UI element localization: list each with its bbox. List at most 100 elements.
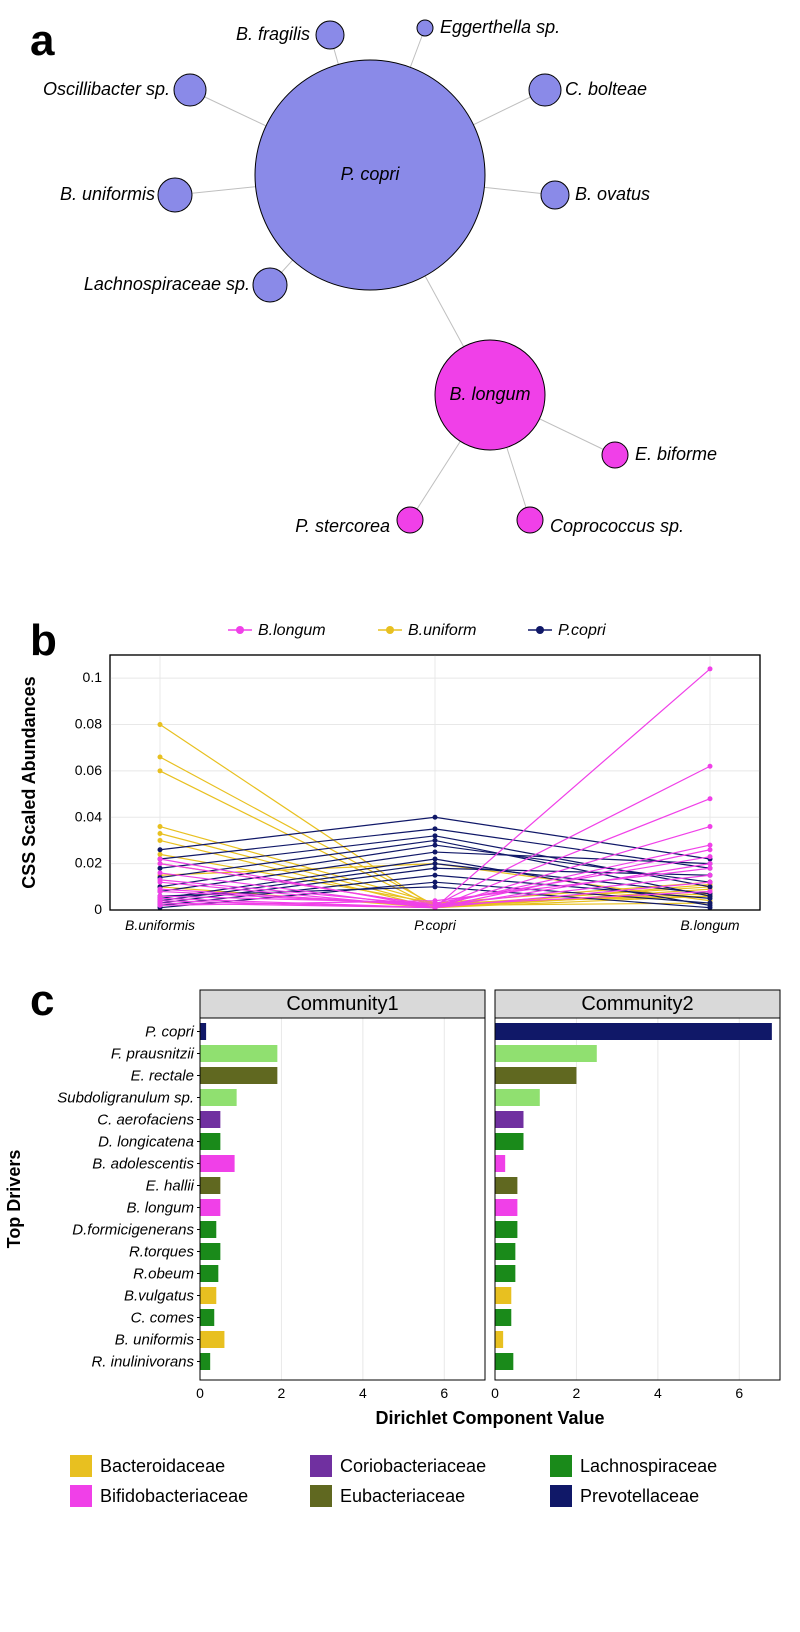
x-tick-c: 6 [735,1385,743,1401]
driver-bar [200,1309,214,1326]
driver-label: P. copri [145,1024,195,1041]
driver-bar [495,1177,517,1194]
driver-bar [200,1221,216,1238]
driver-bar [495,1199,517,1216]
panel-label-b: b [30,616,57,665]
driver-label: C. aerofaciens [97,1112,194,1129]
series-point [433,884,438,889]
driver-bar [200,1265,218,1282]
series-point [708,896,713,901]
series-point [433,833,438,838]
node-label: Lachnospiraceae sp. [84,274,250,294]
node-label: C. bolteae [565,79,647,99]
driver-bar [200,1243,220,1260]
series-point [708,866,713,871]
driver-bar [200,1353,210,1370]
x-tick-c: 2 [573,1385,581,1401]
network-node [529,74,561,106]
series-point [708,873,713,878]
legend-text: B.longum [258,622,326,639]
legend-family-label: Bacteroidaceae [100,1456,225,1476]
node-label: B. uniformis [60,184,155,204]
legend-family-label: Coriobacteriaceae [340,1456,486,1476]
series-point [433,903,438,908]
series-point [433,898,438,903]
node-label: B. fragilis [236,24,310,44]
series-point [708,854,713,859]
driver-bar [495,1287,511,1304]
x-tick-c: 2 [278,1385,286,1401]
y-axis-label: CSS Scaled Abundances [19,676,39,888]
panel-label-a: a [30,16,55,65]
x-tick: B.uniformis [125,917,195,933]
driver-label: R.torques [129,1244,195,1261]
network-node [253,268,287,302]
driver-bar [200,1089,237,1106]
driver-bar [200,1111,220,1128]
legend-swatch [70,1485,92,1507]
legend-text: P.copri [558,622,606,639]
series-point [433,857,438,862]
legend-swatch [310,1485,332,1507]
x-axis-label-c: Dirichlet Component Value [375,1408,604,1428]
series-point [708,847,713,852]
driver-label: D.formicigenerans [72,1222,194,1239]
driver-bar [200,1133,220,1150]
panel-label-c: c [30,976,54,1025]
series-point [433,880,438,885]
network-node [316,21,344,49]
driver-bar [495,1089,540,1106]
driver-bar [495,1045,597,1062]
y-tick: 0.02 [75,855,102,871]
driver-bar [495,1265,515,1282]
driver-label: E. hallii [146,1178,195,1195]
series-point [433,826,438,831]
x-tick-c: 0 [196,1385,204,1401]
driver-label: Subdoligranulum sp. [57,1090,194,1107]
driver-label: F. prausnitzii [111,1046,195,1063]
series-point [158,824,163,829]
series-point [708,884,713,889]
series-point [708,843,713,848]
y-tick: 0.04 [75,808,102,824]
driver-bar [495,1155,505,1172]
series-point [708,889,713,894]
x-tick-c: 4 [359,1385,367,1401]
series-point [158,852,163,857]
y-tick: 0.08 [75,716,102,732]
driver-bar [200,1287,216,1304]
x-tick-c: 4 [654,1385,662,1401]
series-point [433,815,438,820]
series-point [433,861,438,866]
series-point [158,887,163,892]
legend-family-label: Prevotellaceae [580,1486,699,1506]
legend-swatch [310,1455,332,1477]
network-node [541,181,569,209]
driver-label: B. longum [126,1200,194,1217]
legend-swatch [70,1455,92,1477]
facet-header: Community1 [286,993,398,1015]
series-point [708,824,713,829]
legend-family-label: Bifidobacteriaceae [100,1486,248,1506]
driver-label: B. uniformis [115,1332,195,1349]
series-point [708,861,713,866]
driver-bar [495,1221,517,1238]
driver-bar [495,1331,503,1348]
node-label: Eggerthella sp. [440,17,560,37]
series-point [158,903,163,908]
legend-family-label: Eubacteriaceae [340,1486,465,1506]
series-point [158,866,163,871]
series-point [158,847,163,852]
series-point [708,901,713,906]
series-point [158,861,163,866]
driver-label: B.vulgatus [124,1288,195,1305]
series-point [158,857,163,862]
facet-header: Community2 [581,993,693,1015]
y-tick: 0.06 [75,762,102,778]
y-tick: 0.1 [83,669,103,685]
driver-bar [200,1155,235,1172]
node-label: Oscillibacter sp. [43,79,170,99]
panel-a: aP. copriB. fragilisEggerthella sp.C. bo… [30,16,717,536]
node-label: E. biforme [635,444,717,464]
series-point [158,877,163,882]
